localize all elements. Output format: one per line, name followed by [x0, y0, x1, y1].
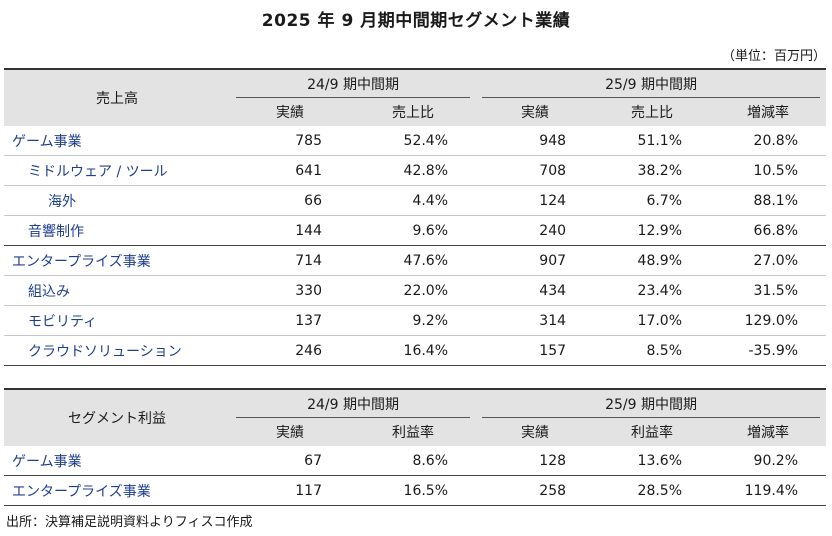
cell: 47.6% — [350, 245, 477, 276]
table-row: 音響制作 144 9.6% 240 12.9% 66.8% — [4, 215, 827, 246]
segment-name: エンタープライズ事業 — [4, 475, 230, 506]
segment-name: モビリティ — [4, 305, 230, 336]
cell: 330 — [230, 275, 350, 306]
cell: 137 — [230, 305, 350, 336]
cell: 51.1% — [594, 126, 711, 156]
cell: 27.0% — [710, 245, 827, 276]
cell: -35.9% — [710, 335, 827, 366]
table-row: 海外 66 4.4% 124 6.7% 88.1% — [4, 185, 827, 216]
profit-period-curr: 25/9 期中間期 — [476, 388, 827, 418]
cell: 9.6% — [350, 215, 477, 246]
cell: 907 — [476, 245, 595, 276]
cell: 23.4% — [594, 275, 711, 306]
segment-name: 音響制作 — [4, 215, 230, 246]
profit-row-header: セグメント利益 — [4, 388, 230, 446]
page-title: 2025 年 9 月期中間期セグメント業績 — [261, 11, 571, 31]
cell: 8.6% — [350, 446, 477, 476]
cell: 48.9% — [594, 245, 711, 276]
col-header: 実績 — [476, 418, 595, 446]
cell: 16.4% — [350, 335, 477, 366]
cell: 128 — [476, 446, 595, 476]
col-header: 実績 — [476, 98, 595, 126]
cell: 52.4% — [350, 126, 477, 156]
cell: 67 — [230, 446, 350, 476]
table-row: ゲーム事業 785 52.4% 948 51.1% 20.8% — [4, 126, 827, 156]
cell: 6.7% — [594, 185, 711, 216]
cell: 12.9% — [594, 215, 711, 246]
col-header: 実績 — [230, 418, 350, 446]
cell: 124 — [476, 185, 595, 216]
col-header: 売上比 — [594, 98, 711, 126]
sales-row-header: 売上高 — [4, 68, 230, 126]
segment-name: ゲーム事業 — [4, 126, 230, 156]
cell: 16.5% — [350, 475, 477, 506]
table-row: 組込み 330 22.0% 434 23.4% 31.5% — [4, 275, 827, 306]
segment-name: ミドルウェア / ツール — [4, 155, 230, 186]
table-row: ゲーム事業 67 8.6% 128 13.6% 90.2% — [4, 446, 827, 476]
cell: 144 — [230, 215, 350, 246]
profit-period-prev: 24/9 期中間期 — [230, 388, 477, 418]
cell: 246 — [230, 335, 350, 366]
cell: 66.8% — [710, 215, 827, 246]
table-row: ミドルウェア / ツール 641 42.8% 708 38.2% 10.5% — [4, 155, 827, 186]
cell: 708 — [476, 155, 595, 186]
cell: 119.4% — [710, 475, 827, 506]
table-row: クラウドソリューション 246 16.4% 157 8.5% -35.9% — [4, 335, 827, 366]
cell: 434 — [476, 275, 595, 306]
table-row: モビリティ 137 9.2% 314 17.0% 129.0% — [4, 305, 827, 336]
cell: 20.8% — [710, 126, 827, 156]
cell: 8.5% — [594, 335, 711, 366]
cell: 258 — [476, 475, 595, 506]
cell: 314 — [476, 305, 595, 336]
cell: 22.0% — [350, 275, 477, 306]
cell: 117 — [230, 475, 350, 506]
cell: 10.5% — [710, 155, 827, 186]
table-row: エンタープライズ事業 117 16.5% 258 28.5% 119.4% — [4, 475, 827, 506]
cell: 157 — [476, 335, 595, 366]
cell: 785 — [230, 126, 350, 156]
cell: 9.2% — [350, 305, 477, 336]
col-header: 実績 — [230, 98, 350, 126]
cell: 28.5% — [594, 475, 711, 506]
cell: 42.8% — [350, 155, 477, 186]
cell: 31.5% — [710, 275, 827, 306]
cell: 714 — [230, 245, 350, 276]
profit-table: セグメント利益 24/9 期中間期 25/9 期中間期 実績 利益率 実績 利益… — [4, 388, 827, 506]
segment-name: ゲーム事業 — [4, 446, 230, 476]
segment-name: クラウドソリューション — [4, 335, 230, 366]
segment-name: エンタープライズ事業 — [4, 245, 230, 276]
sales-table: 売上高 24/9 期中間期 25/9 期中間期 実績 売上比 実績 売上比 増減… — [4, 68, 827, 366]
col-header: 増減率 — [710, 98, 827, 126]
cell: 240 — [476, 215, 595, 246]
source-note: 出所：決算補足説明資料よりフィスコ作成 — [6, 515, 253, 530]
unit-label: （単位：百万円） — [721, 49, 826, 64]
cell: 4.4% — [350, 185, 477, 216]
sales-period-curr: 25/9 期中間期 — [476, 68, 827, 98]
cell: 13.6% — [594, 446, 711, 476]
segment-name: 海外 — [4, 185, 230, 216]
cell: 90.2% — [710, 446, 827, 476]
cell: 948 — [476, 126, 595, 156]
col-header: 利益率 — [350, 418, 477, 446]
cell: 66 — [230, 185, 350, 216]
cell: 17.0% — [594, 305, 711, 336]
table-row: エンタープライズ事業 714 47.6% 907 48.9% 27.0% — [4, 245, 827, 276]
col-header: 利益率 — [594, 418, 711, 446]
cell: 641 — [230, 155, 350, 186]
col-header: 増減率 — [710, 418, 827, 446]
cell: 38.2% — [594, 155, 711, 186]
sales-period-prev: 24/9 期中間期 — [230, 68, 477, 98]
segment-name: 組込み — [4, 275, 230, 306]
cell: 88.1% — [710, 185, 827, 216]
cell: 129.0% — [710, 305, 827, 336]
col-header: 売上比 — [350, 98, 477, 126]
